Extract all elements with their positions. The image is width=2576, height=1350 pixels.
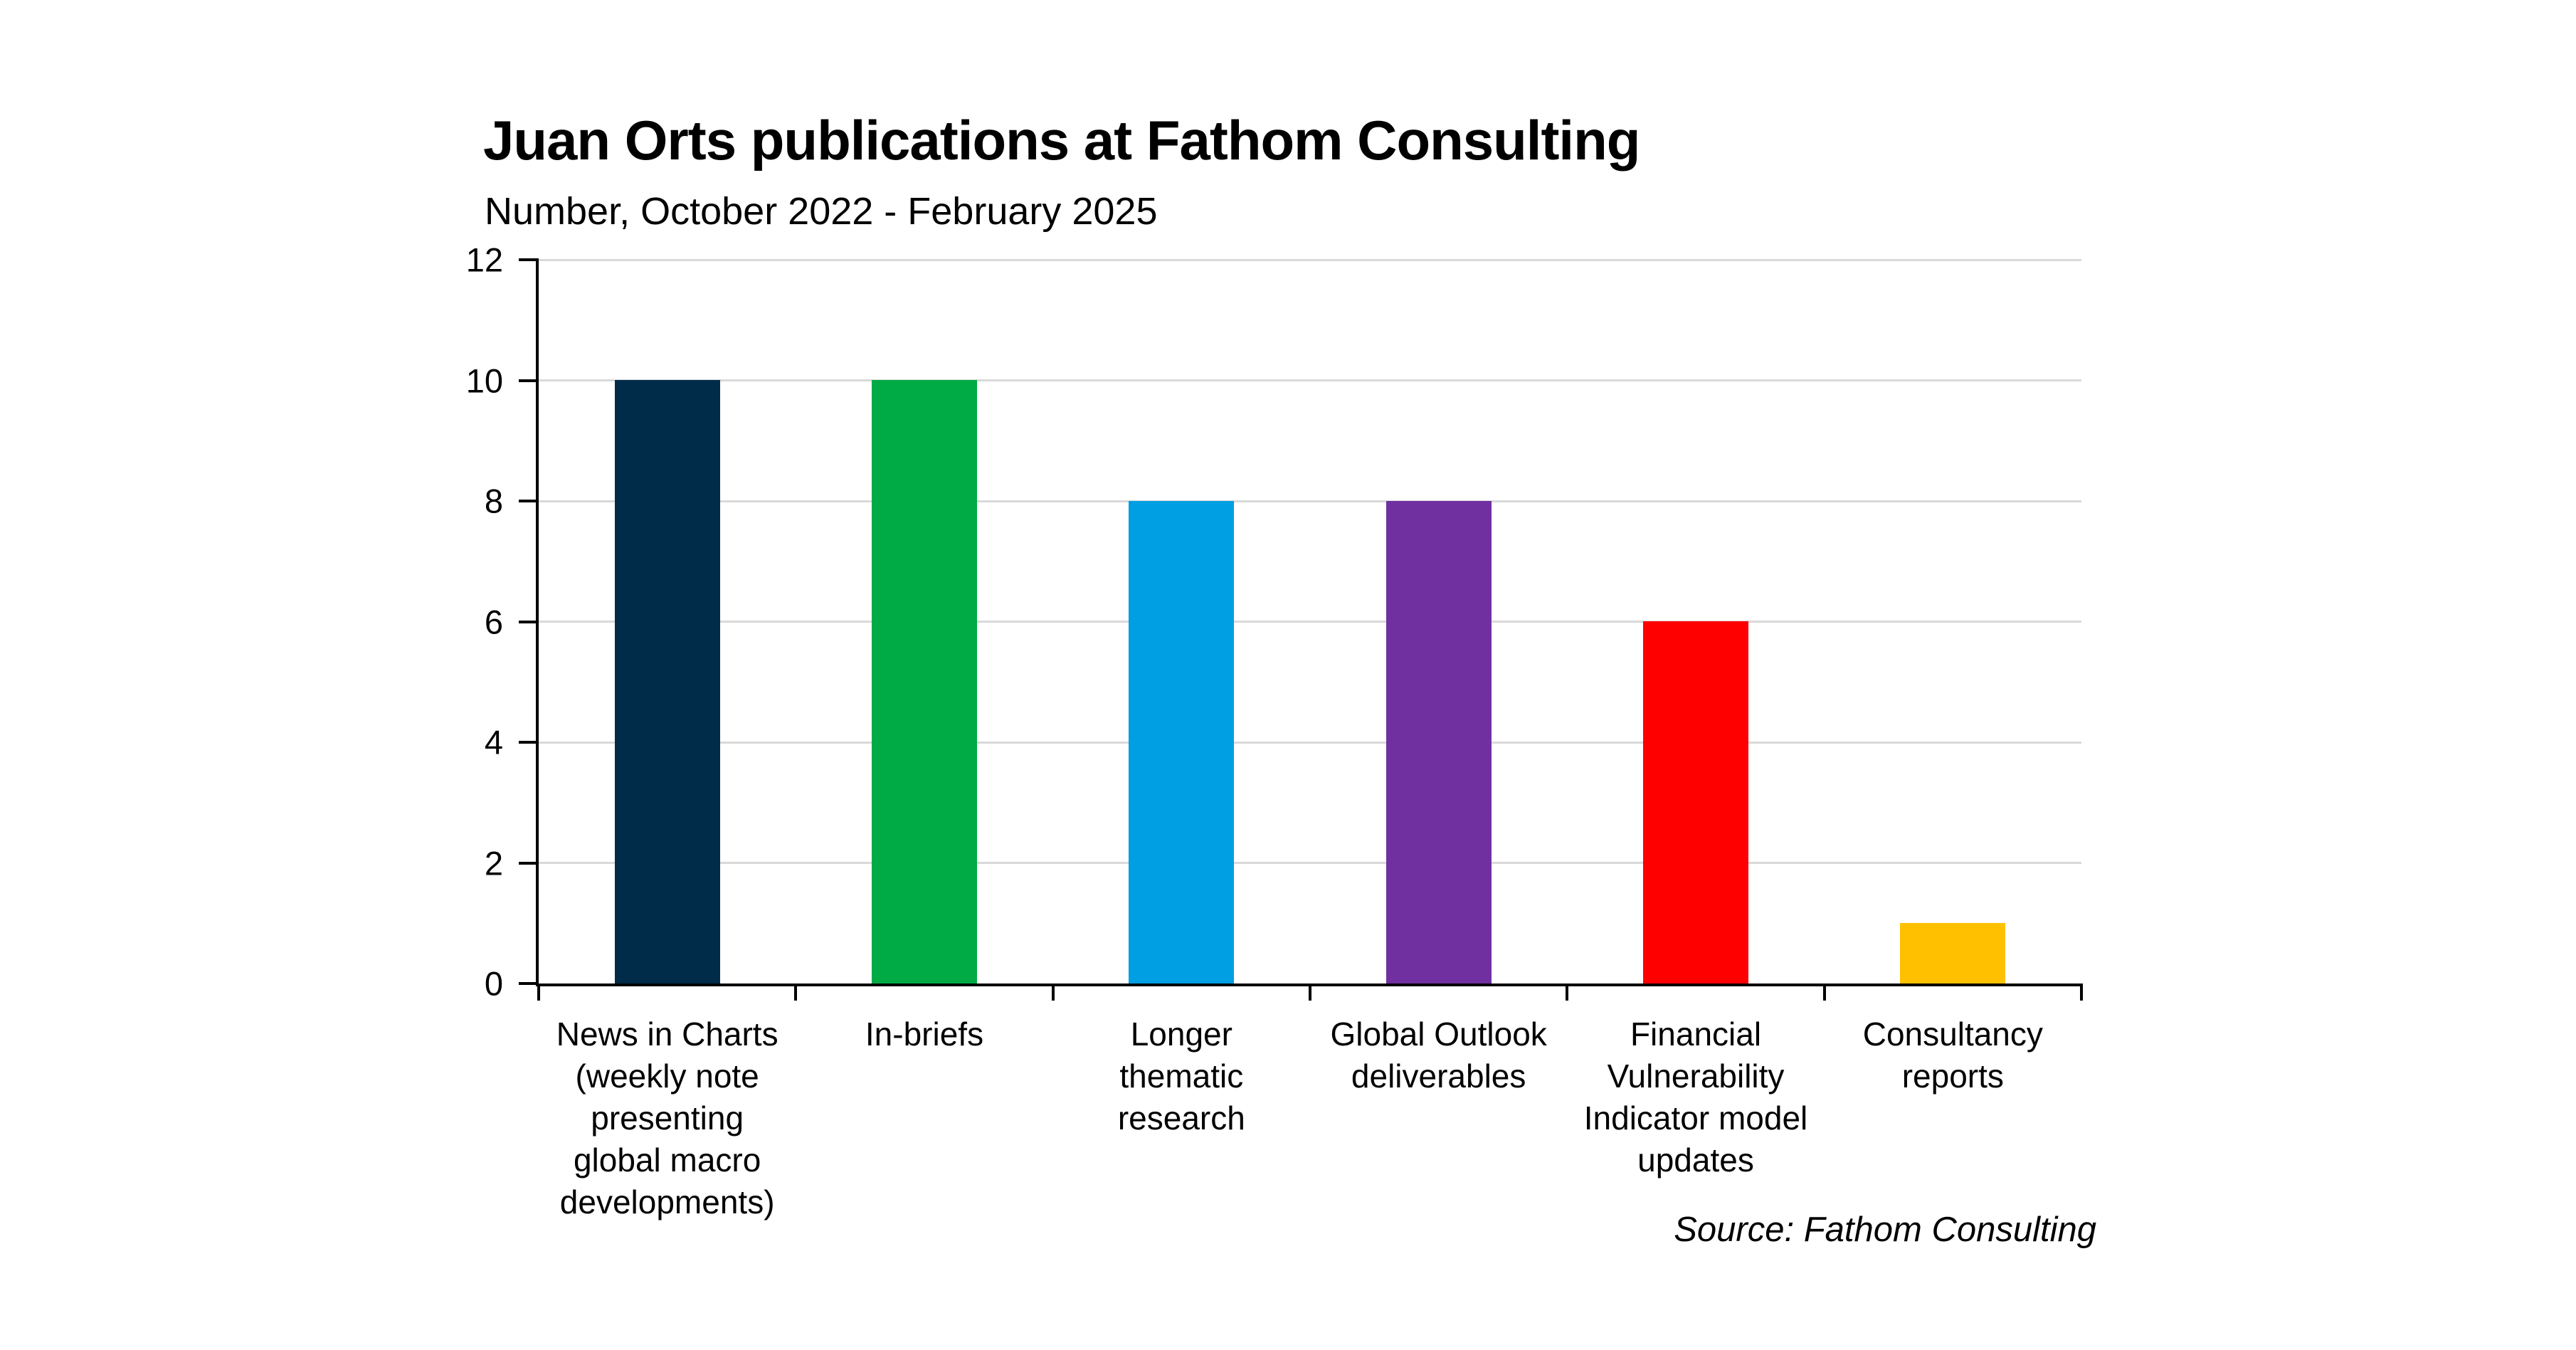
y-axis-tick-0 [519, 982, 536, 985]
y-axis-tick-10 [519, 379, 536, 382]
x-axis-tick-0 [537, 984, 540, 1001]
y-tick-label-12: 12 [465, 241, 503, 279]
chart-title: Juan Orts publications at Fathom Consult… [483, 109, 1640, 172]
bar-news-in-charts [614, 380, 720, 984]
y-tick-label-6: 6 [484, 603, 503, 640]
plot-area: 0 2 4 6 8 10 12 News in Charts (weekly note pre… [466, 243, 2083, 1220]
bar-consultancy-reports [1900, 923, 2006, 984]
category-label-longer-thematic-research: Longer thematic research [1117, 1016, 1245, 1137]
y-axis-tick-2 [519, 861, 536, 865]
category-label-global-outlook-deliverables: Global Outlook deliverables [1330, 1016, 1547, 1095]
y-tick-label-10: 10 [465, 362, 503, 399]
bar-financial-vulnerability-indicator [1643, 621, 1748, 984]
x-axis-tick-5 [1822, 984, 1826, 1001]
y-axis-tick-12 [519, 258, 536, 261]
y-axis-line [536, 258, 539, 985]
y-axis-tick-4 [519, 741, 536, 744]
category-label-news-in-charts: News in Charts (weekly note presenting g… [556, 1016, 778, 1220]
x-axis-tick-4 [1566, 984, 1569, 1001]
gridline-y-8 [539, 500, 2081, 502]
source-note: Source: Fathom Consulting [1674, 1211, 2096, 1249]
y-axis-tick-8 [519, 500, 536, 502]
x-axis-tick-6 [2080, 984, 2083, 1001]
x-axis-tick-2 [1051, 984, 1055, 1001]
gridline-y-12 [539, 258, 2081, 261]
bar-global-outlook-deliverables [1385, 501, 1492, 984]
chart-subtitle: Number, October 2022 - February 2025 [485, 190, 1158, 233]
category-label-consultancy-reports: Consultancy reports [1862, 1016, 2043, 1095]
gridline-y-2 [539, 862, 2081, 864]
bar-in-briefs [872, 380, 977, 984]
gridline-y-6 [539, 621, 2081, 623]
y-tick-label-4: 4 [484, 723, 503, 761]
gridline-y-4 [539, 741, 2081, 744]
x-axis-tick-1 [794, 984, 798, 1001]
category-label-in-briefs: In-briefs [865, 1016, 984, 1053]
x-axis-tick-3 [1309, 984, 1311, 1001]
category-label-financial-vulnerability-indicator: Financial Vulnerability Indicator model … [1583, 1016, 1808, 1178]
y-tick-label-2: 2 [484, 844, 503, 882]
y-axis-tick-6 [519, 620, 536, 623]
y-tick-label-8: 8 [484, 482, 503, 520]
gridline-y-10 [539, 379, 2081, 381]
y-tick-label-0: 0 [484, 964, 503, 1003]
bar-longer-thematic-research [1129, 501, 1235, 984]
